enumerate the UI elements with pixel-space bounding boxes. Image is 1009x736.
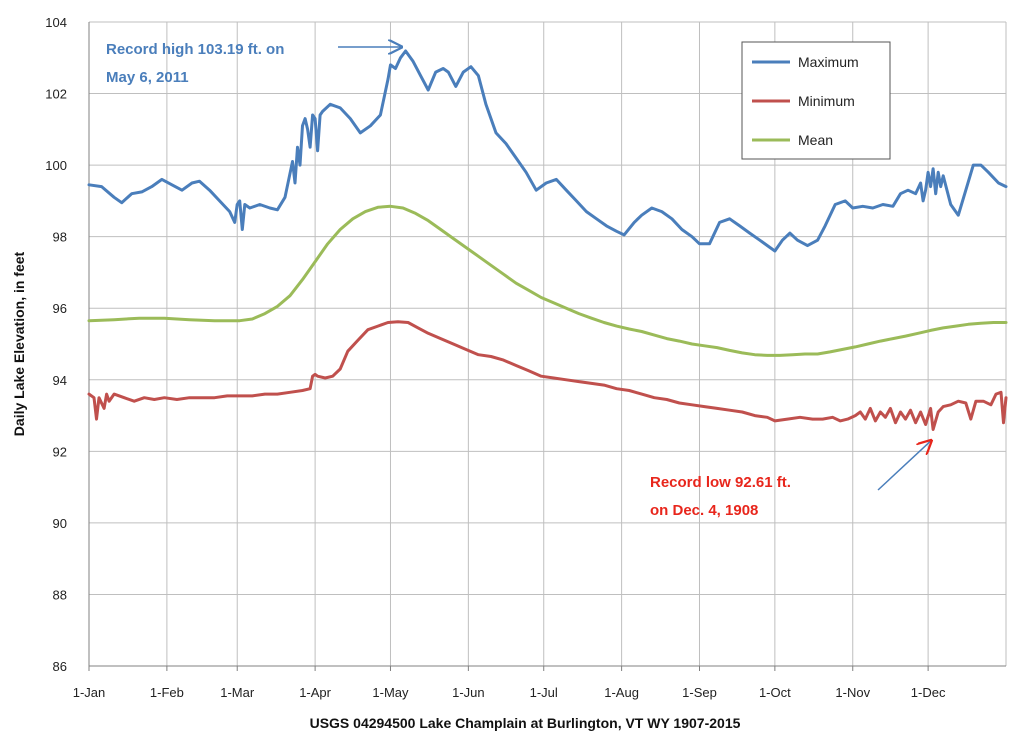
x-tick-label: 1-Aug	[604, 685, 639, 700]
series-line-mean	[87, 204, 1008, 357]
y-tick-label: 102	[45, 87, 67, 102]
x-tick-label: 1-Jan	[73, 685, 106, 700]
axes: 86 88 90 92 94 96 98 100 102 104 1-Jan 1-Feb 1-Mar 1-…	[45, 15, 1006, 700]
legend-label-maximum: Maximum	[798, 54, 859, 70]
y-axis-title: Daily Lake Elevation, in feet	[11, 251, 27, 436]
x-tick-label: 1-Nov	[835, 685, 870, 700]
legend-label-mean: Mean	[798, 132, 833, 148]
y-tick-label: 104	[45, 15, 67, 30]
y-tick-label: 98	[53, 230, 67, 245]
legend: Maximum Minimum Mean	[741, 41, 891, 160]
annotation-record-low-line2: on Dec. 4, 1908	[650, 502, 758, 519]
y-tick-label: 96	[53, 301, 67, 316]
y-tick-label: 88	[53, 587, 67, 602]
x-tick-label: 1-May	[372, 685, 409, 700]
legend-label-minimum: Minimum	[798, 93, 855, 109]
annotation-record-high-line2: May 6, 2011	[106, 69, 189, 86]
annotations: Record high 103.19 ft. on May 6, 2011 Re…	[106, 41, 931, 519]
annotation-record-low-line1: Record low 92.61 ft.	[650, 474, 791, 491]
x-tick-label: 1-Dec	[911, 685, 946, 700]
x-tick-label: 1-Oct	[759, 685, 791, 700]
series-line-minimum	[87, 320, 1008, 431]
x-tick-label: 1-Apr	[299, 685, 331, 700]
x-tick-label: 1-Mar	[220, 685, 255, 700]
x-tick-label: 1-Jun	[452, 685, 485, 700]
x-tick-label: 1-Feb	[150, 685, 184, 700]
y-tick-label: 86	[53, 659, 67, 674]
annotation-record-high-line1: Record high 103.19 ft. on	[106, 41, 284, 58]
record-low-arrow	[877, 441, 931, 491]
x-axis-title: USGS 04294500 Lake Champlain at Burlingt…	[310, 715, 741, 731]
y-tick-label: 90	[53, 516, 67, 531]
x-tick-label: 1-Sep	[682, 685, 717, 700]
x-tick-label: 1-Jul	[530, 685, 558, 700]
y-tick-label: 100	[45, 158, 67, 173]
y-tick-label: 94	[53, 373, 67, 388]
series-line-maximum	[87, 49, 1008, 253]
series-lines	[87, 49, 1008, 431]
y-tick-label: 92	[53, 444, 67, 459]
